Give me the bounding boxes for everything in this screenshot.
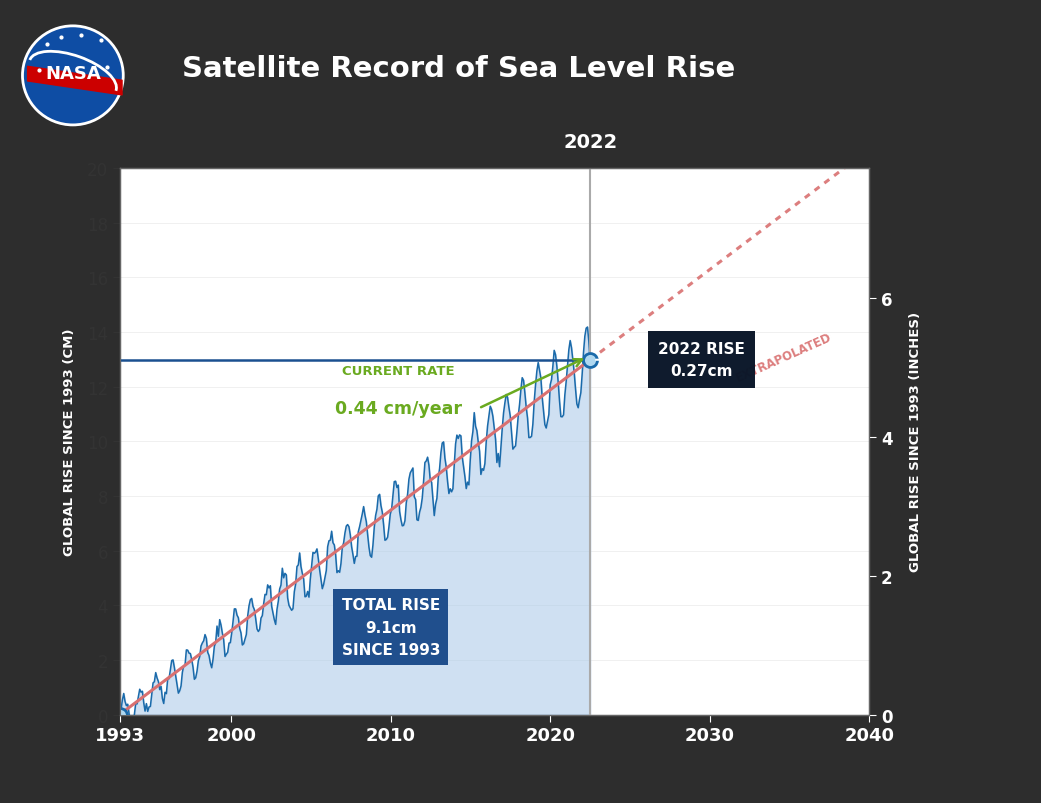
Text: 2022: 2022 xyxy=(563,133,617,153)
Text: 2022 RISE
0.27cm: 2022 RISE 0.27cm xyxy=(658,342,745,379)
Y-axis label: GLOBAL RISE SINCE 1993 (CM): GLOBAL RISE SINCE 1993 (CM) xyxy=(62,328,76,555)
Text: Satellite Record of Sea Level Rise: Satellite Record of Sea Level Rise xyxy=(182,55,735,84)
Text: EXTRAPOLATED: EXTRAPOLATED xyxy=(734,331,834,385)
Y-axis label: GLOBAL RISE SINCE 1993 (INCHES): GLOBAL RISE SINCE 1993 (INCHES) xyxy=(910,312,922,572)
Text: 0.44 cm/year: 0.44 cm/year xyxy=(335,400,462,418)
Text: TOTAL RISE
9.1cm
SINCE 1993: TOTAL RISE 9.1cm SINCE 1993 xyxy=(341,597,440,657)
Text: CURRENT RATE: CURRENT RATE xyxy=(342,365,455,377)
Circle shape xyxy=(23,26,123,126)
Text: NASA: NASA xyxy=(45,64,101,83)
